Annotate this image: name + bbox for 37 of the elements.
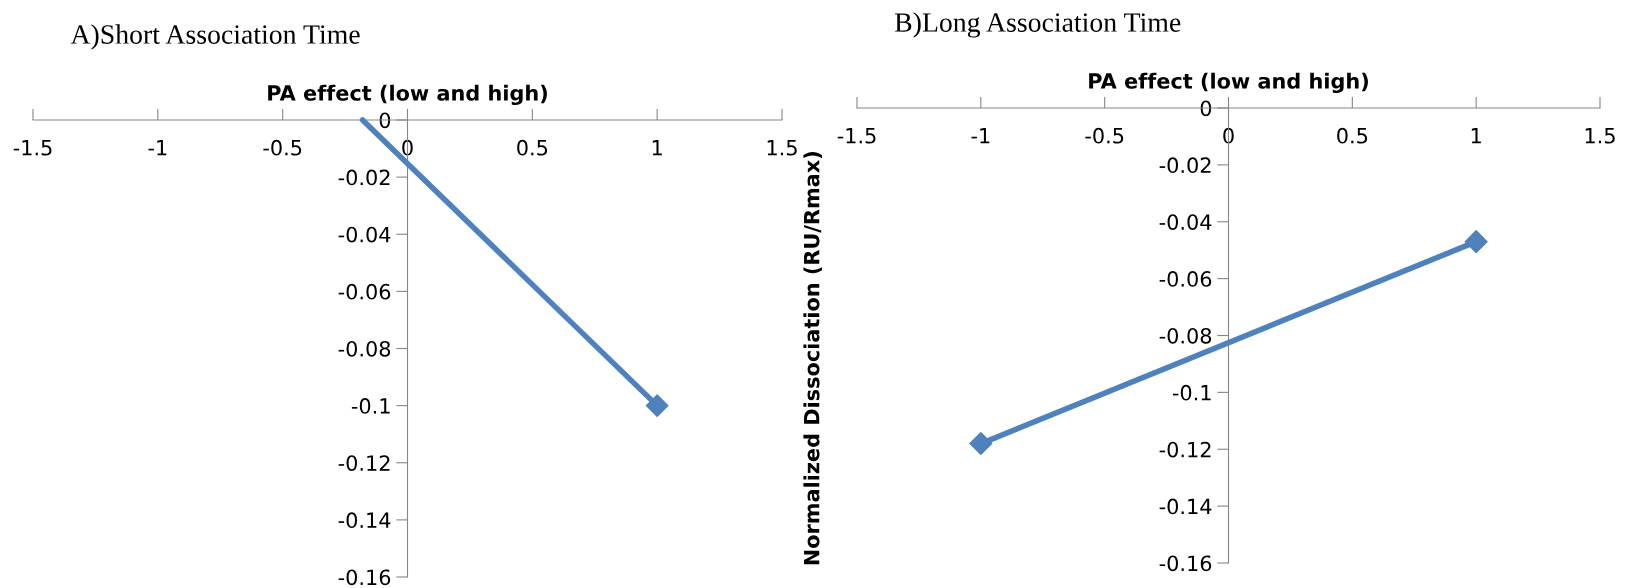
x-tick-label: 0.5 — [517, 139, 548, 156]
y-tick-label: -0.06 — [338, 283, 391, 300]
x-tick-label: -1 — [971, 128, 990, 144]
y-tick-label: -0.14 — [338, 512, 391, 529]
y-tick-label: 0 — [1200, 100, 1212, 117]
y-tick-label: -0.08 — [1159, 327, 1212, 344]
y-tick-label: -0.02 — [338, 169, 390, 186]
x-tick-label: 0.5 — [1337, 127, 1368, 144]
y-tick-label: -0.12 — [1159, 441, 1211, 458]
y-tick-label: -0.04 — [1159, 214, 1212, 230]
y-tick-label: -0.16 — [1159, 555, 1212, 572]
y-tick-label: -0.1 — [1172, 384, 1211, 401]
x-tick-label: 1.5 — [1585, 128, 1615, 144]
y-tick-label: -0.1 — [351, 398, 390, 414]
x-tick-label: 1.5 — [767, 140, 797, 156]
x-tick-label: -0.5 — [1085, 127, 1124, 144]
x-axis-title: PA effect (low and high) — [1089, 72, 1368, 94]
x-tick-label: -1 — [148, 140, 167, 156]
x-tick-label: -0.5 — [263, 139, 302, 156]
y-tick-label: -0.04 — [338, 226, 391, 243]
y-tick-label: -0.02 — [1159, 157, 1211, 174]
x-tick-label: 0 — [402, 139, 413, 156]
chart-title: A)Short Association Time — [70, 24, 360, 50]
y-tick-label: -0.14 — [1159, 498, 1212, 515]
x-axis-title: PA effect (low and high) — [268, 84, 547, 106]
y-axis-title: Normalized Dissociation (RU/Rmax) — [803, 152, 822, 565]
y-tick-label: -0.08 — [338, 340, 391, 357]
x-tick-label: 0 — [1223, 127, 1234, 144]
chart-title: B)Long Association Time — [894, 12, 1181, 38]
x-tick-label: -1.5 — [13, 140, 52, 156]
x-tick-label: -1.5 — [837, 128, 876, 144]
x-tick-label: 1 — [652, 140, 662, 156]
x-tick-label: 1 — [1471, 128, 1481, 144]
y-tick-label: 0 — [379, 112, 391, 129]
y-tick-label: -0.16 — [338, 569, 391, 586]
y-tick-label: -0.12 — [338, 455, 390, 471]
y-tick-label: -0.06 — [1159, 271, 1212, 287]
